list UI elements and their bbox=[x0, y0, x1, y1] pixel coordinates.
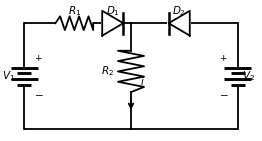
Text: $+$: $+$ bbox=[219, 53, 228, 63]
Text: $D_2$: $D_2$ bbox=[172, 4, 186, 18]
Text: $R_1$: $R_1$ bbox=[68, 4, 81, 18]
Text: $D_1$: $D_1$ bbox=[106, 4, 120, 18]
Text: $i$: $i$ bbox=[140, 75, 145, 87]
Text: $-$: $-$ bbox=[219, 89, 228, 99]
Text: $R_2$: $R_2$ bbox=[101, 65, 114, 78]
Text: $+$: $+$ bbox=[34, 53, 43, 63]
Text: $-$: $-$ bbox=[34, 89, 43, 99]
Text: $V_2$: $V_2$ bbox=[242, 69, 255, 83]
Text: $V_1$: $V_1$ bbox=[2, 69, 15, 83]
